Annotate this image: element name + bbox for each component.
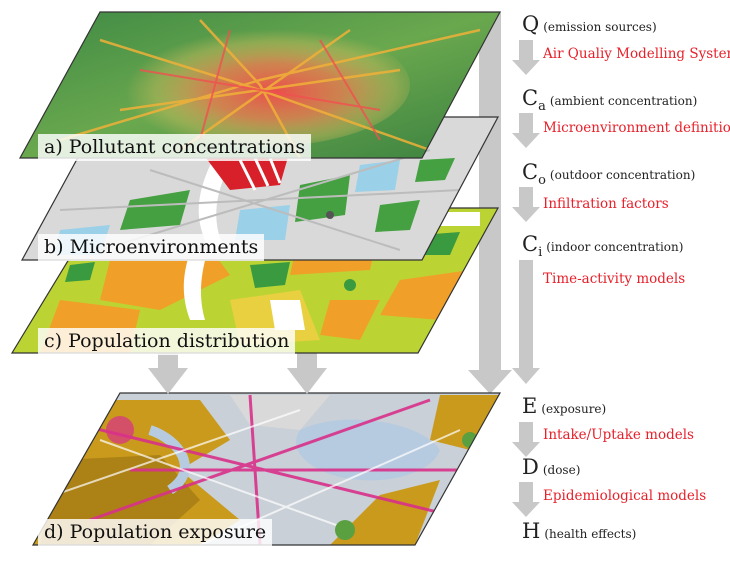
step-indoor-concentration: Ci (indoor concentration): [522, 232, 684, 261]
model-intake-uptake: Intake/Uptake models: [543, 427, 694, 443]
model-time-activity: Time-activity models: [543, 271, 686, 287]
model-infiltration: Infiltration factors: [543, 196, 669, 212]
step-health-effects: H (health effects): [522, 519, 637, 543]
step-dose: D (dose): [522, 455, 581, 479]
step-outdoor-concentration: Co (outdoor concentration): [522, 160, 696, 189]
layer-a-pollutant-map: [20, 12, 500, 158]
layer-label-a: a) Pollutant concentrations: [38, 134, 312, 161]
layer-d-exposure-map: [33, 393, 500, 545]
model-epidemiological: Epidemiological models: [543, 488, 707, 504]
layer-label-b: b) Microenvironments: [38, 234, 265, 261]
main-flow-arrow: [468, 12, 512, 394]
population-to-exposure-arrows: [148, 352, 327, 394]
step-arrows: [512, 40, 540, 517]
layer-label-c: c) Population distribution: [38, 328, 296, 355]
model-air-quality: Air Qualiy Modelling System: [543, 46, 730, 62]
step-exposure: E (exposure): [522, 394, 607, 418]
model-microenvironment: Microenvironment definition: [543, 120, 730, 136]
layer-label-d: d) Population exposure: [38, 519, 273, 546]
step-emission-sources: Q (emission sources): [522, 12, 657, 36]
step-ambient-concentration: Ca (ambient concentration): [522, 86, 698, 115]
